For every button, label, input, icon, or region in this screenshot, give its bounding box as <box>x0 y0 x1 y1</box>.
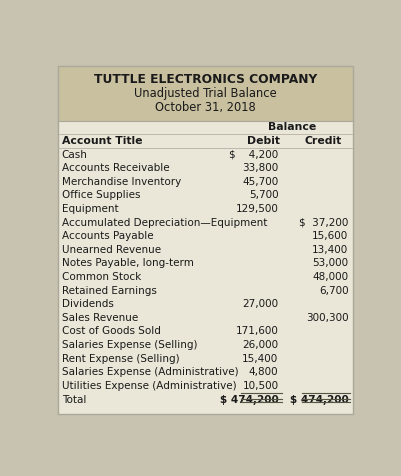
Text: Notes Payable, long-term: Notes Payable, long-term <box>62 258 194 268</box>
Text: 4,800: 4,800 <box>249 367 279 377</box>
Text: Credit: Credit <box>305 136 342 146</box>
Text: $ 474,200: $ 474,200 <box>290 395 348 405</box>
Text: Salaries Expense (Administrative): Salaries Expense (Administrative) <box>62 367 238 377</box>
Text: 48,000: 48,000 <box>312 272 348 282</box>
Text: Common Stock: Common Stock <box>62 272 141 282</box>
Text: 27,000: 27,000 <box>243 299 279 309</box>
Text: Office Supplies: Office Supplies <box>62 190 140 200</box>
Text: 129,500: 129,500 <box>236 204 279 214</box>
Text: 300,300: 300,300 <box>306 313 348 323</box>
Text: 6,700: 6,700 <box>319 286 348 296</box>
Text: Debit: Debit <box>247 136 279 146</box>
Text: Salaries Expense (Selling): Salaries Expense (Selling) <box>62 340 197 350</box>
Text: Unearned Revenue: Unearned Revenue <box>62 245 161 255</box>
Text: 45,700: 45,700 <box>242 177 279 187</box>
Text: Accumulated Depreciation—Equipment: Accumulated Depreciation—Equipment <box>62 218 267 228</box>
Text: Balance: Balance <box>268 122 317 132</box>
Text: Merchandise Inventory: Merchandise Inventory <box>62 177 181 187</box>
Text: 5,700: 5,700 <box>249 190 279 200</box>
Text: Cost of Goods Sold: Cost of Goods Sold <box>62 327 160 337</box>
Text: October 31, 2018: October 31, 2018 <box>155 101 256 114</box>
Text: Equipment: Equipment <box>62 204 118 214</box>
Text: Retained Earnings: Retained Earnings <box>62 286 156 296</box>
FancyBboxPatch shape <box>58 66 353 120</box>
Text: 13,400: 13,400 <box>312 245 348 255</box>
Text: 10,500: 10,500 <box>243 381 279 391</box>
Text: Utilities Expense (Administrative): Utilities Expense (Administrative) <box>62 381 236 391</box>
Text: Account Title: Account Title <box>62 136 142 146</box>
Text: Unadjusted Trial Balance: Unadjusted Trial Balance <box>134 87 277 100</box>
Text: Rent Expense (Selling): Rent Expense (Selling) <box>62 354 179 364</box>
Text: 15,600: 15,600 <box>312 231 348 241</box>
Text: Total: Total <box>62 395 86 405</box>
Text: Cash: Cash <box>62 149 87 159</box>
Text: 33,800: 33,800 <box>242 163 279 173</box>
Text: 15,400: 15,400 <box>242 354 279 364</box>
FancyBboxPatch shape <box>58 120 353 415</box>
Text: 53,000: 53,000 <box>312 258 348 268</box>
Text: $  37,200: $ 37,200 <box>299 218 348 228</box>
Text: 171,600: 171,600 <box>236 327 279 337</box>
Text: Sales Revenue: Sales Revenue <box>62 313 138 323</box>
Text: $    4,200: $ 4,200 <box>229 149 279 159</box>
Text: Accounts Payable: Accounts Payable <box>62 231 153 241</box>
Text: Accounts Receivable: Accounts Receivable <box>62 163 169 173</box>
Text: $ 474,200: $ 474,200 <box>220 395 279 405</box>
Text: Dividends: Dividends <box>62 299 113 309</box>
Text: 26,000: 26,000 <box>243 340 279 350</box>
Text: TUTTLE ELECTRONICS COMPANY: TUTTLE ELECTRONICS COMPANY <box>94 73 317 86</box>
